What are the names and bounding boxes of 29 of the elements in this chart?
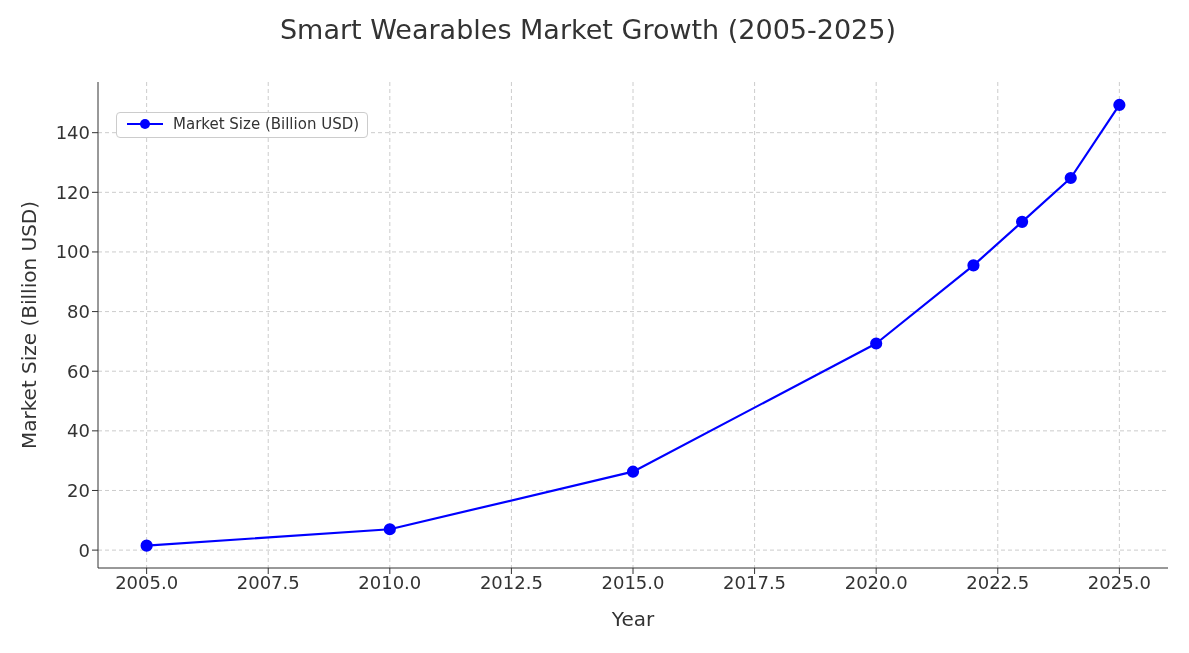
y-tick-label: 140 [55,122,90,144]
y-tick-label: 0 [78,539,90,561]
legend-label: Market Size (Billion USD) [172,115,360,133]
x-tick-label: 2007.5 [236,571,300,593]
point [967,259,980,272]
x-tick-label: 2010.0 [358,571,422,593]
x-tick-label: 2025.0 [1087,571,1151,593]
x-tick-label: 2015.0 [601,571,665,593]
x-tick-label: 2020.0 [844,571,908,593]
chart-title: Smart Wearables Market Growth (2005-2025) [279,13,897,47]
y-tick-label: 60 [67,360,90,382]
point [870,337,883,350]
point [383,523,396,536]
y-tick-label: 40 [67,420,90,442]
point [1015,215,1029,228]
x-axis-title: Year [610,607,655,631]
x-tick-label: 2022.5 [966,571,1030,593]
y-axis-title: Market Size (Billion USD) [17,200,42,450]
y-tick-label: 20 [67,479,90,501]
y-tick-label: 80 [67,300,90,322]
point [1113,98,1126,112]
x-tick-label: 2012.5 [479,571,543,593]
point [626,465,640,478]
point [1064,171,1077,185]
x-tick-label: 2005.0 [115,571,179,593]
y-tick-label: 120 [55,181,90,203]
x-tick-label: 2017.5 [723,571,787,593]
point [140,539,153,552]
y-tick-label: 100 [55,241,90,263]
